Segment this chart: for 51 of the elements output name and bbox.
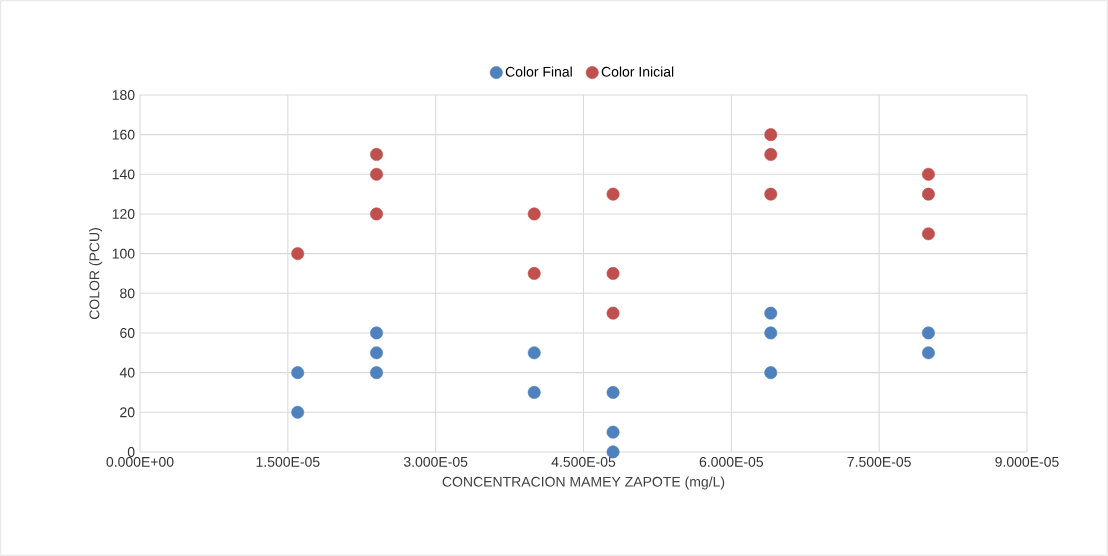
y-tick-label: 60 xyxy=(120,328,135,338)
point xyxy=(291,366,305,380)
point xyxy=(606,267,620,280)
point xyxy=(922,187,935,201)
point xyxy=(764,306,778,320)
point xyxy=(764,148,778,161)
point xyxy=(370,366,383,380)
point xyxy=(606,445,620,459)
point xyxy=(527,207,541,221)
y-tick-label: 160 xyxy=(112,129,135,140)
point xyxy=(370,167,383,181)
point xyxy=(606,386,620,399)
legend-label: Color Inicial xyxy=(601,66,674,77)
y-tick-label: 140 xyxy=(112,169,135,180)
point xyxy=(764,326,778,340)
point xyxy=(527,346,541,360)
y-tick-label: 40 xyxy=(119,367,135,378)
point xyxy=(527,267,541,280)
point xyxy=(370,148,383,161)
x-tick-label: 0.000E+00 xyxy=(106,456,174,467)
point xyxy=(370,326,383,340)
point xyxy=(291,247,305,261)
point xyxy=(291,405,305,419)
legend-label: Color Final xyxy=(505,66,572,77)
point xyxy=(606,306,620,320)
y-tick-label: 180 xyxy=(112,90,135,100)
x-tick-label: 6.000E-05 xyxy=(699,456,764,467)
y-tick-label: 120 xyxy=(112,209,135,219)
y-tick-label: 100 xyxy=(112,248,135,259)
point xyxy=(922,326,935,340)
point xyxy=(764,187,778,201)
x-tick-label: 3.000E-05 xyxy=(403,456,468,467)
x-tick-label: 1.500E-05 xyxy=(256,456,320,467)
point xyxy=(527,386,541,399)
y-tick-label: 80 xyxy=(120,288,135,299)
point xyxy=(606,187,620,201)
point xyxy=(922,167,935,181)
x-tick-label: 9.000E-05 xyxy=(995,456,1059,467)
y-axis-title: COLOR (PCU) xyxy=(89,228,103,320)
x-axis-title: CONCENTRACION MAMEY ZAPOTE (mg/L) xyxy=(442,476,725,490)
point xyxy=(922,227,935,241)
x-tick-label: 4.500E-05 xyxy=(551,456,616,467)
x-tick-label: 7.500E-05 xyxy=(847,456,911,467)
point xyxy=(764,366,778,380)
point xyxy=(370,346,383,360)
y-tick-label: 0 xyxy=(127,447,135,457)
point xyxy=(764,128,778,142)
point xyxy=(370,207,383,221)
point xyxy=(606,425,620,439)
y-tick-label: 20 xyxy=(120,407,135,418)
point xyxy=(922,346,935,360)
